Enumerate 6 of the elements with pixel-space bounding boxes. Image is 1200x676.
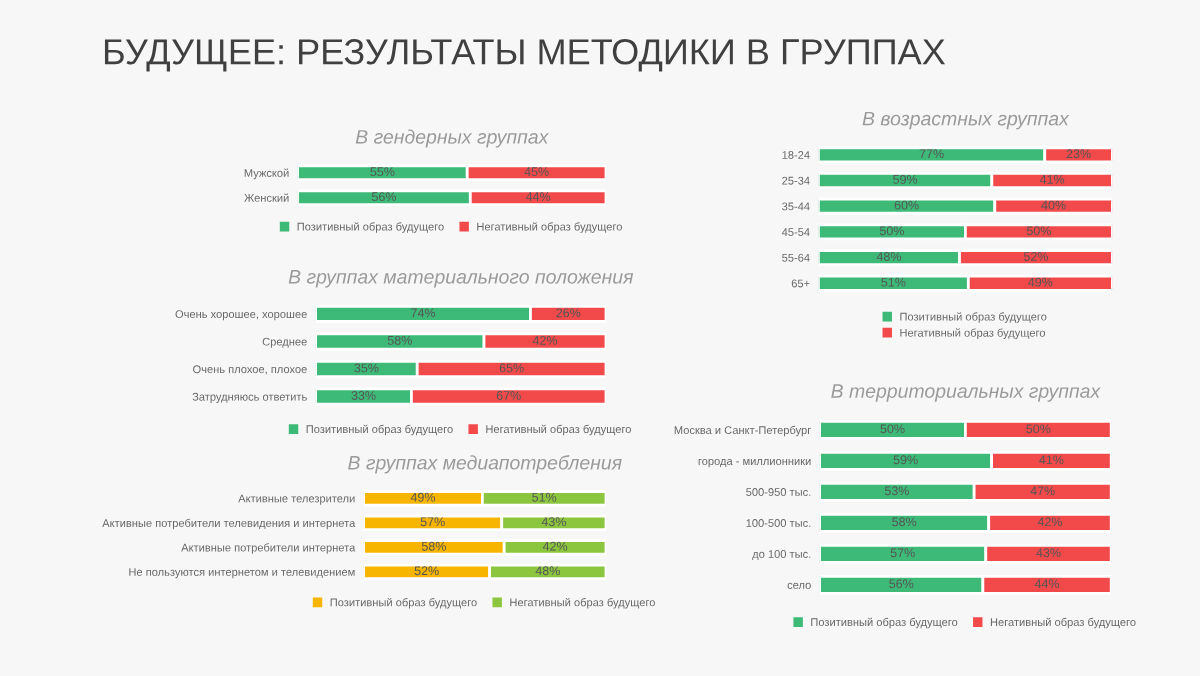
chart-title: БУДУЩЕЕ: РЕЗУЛЬТАТЫ МЕТОДИКИ В ГРУППАХ [104, 39, 946, 72]
chart-subtitle: В гендерных группах [355, 129, 549, 148]
chart-subtitle: В группах медиапотребления [348, 455, 622, 474]
chart-subtitle: В возрастных группах [862, 111, 1070, 130]
chart-subtitle: В группах материального положения [288, 270, 634, 288]
chart-subtitle: В территориальных группах [831, 384, 1101, 402]
